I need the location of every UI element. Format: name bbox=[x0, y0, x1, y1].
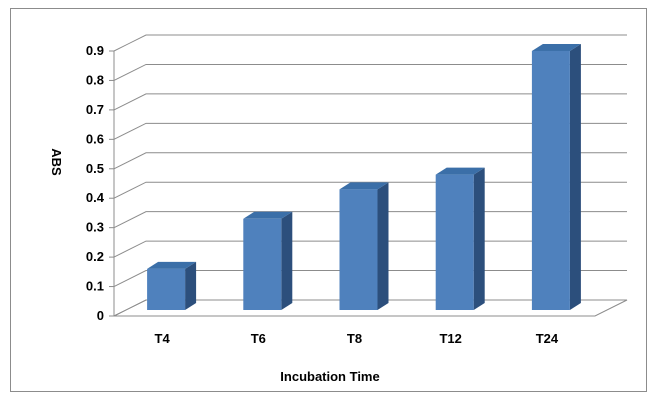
bar bbox=[339, 182, 389, 310]
bar-side bbox=[569, 43, 581, 310]
bar-top bbox=[147, 261, 197, 269]
y-tick-label: 0.2 bbox=[86, 249, 104, 264]
bar-front bbox=[339, 189, 378, 310]
x-tick-label: T6 bbox=[251, 331, 266, 346]
y-tick-label: 0.7 bbox=[86, 102, 104, 117]
bar-side bbox=[185, 261, 197, 310]
bar-front bbox=[531, 50, 570, 310]
bar bbox=[147, 261, 197, 310]
bar-top bbox=[243, 211, 293, 219]
bar-side bbox=[473, 167, 485, 310]
y-tick-label: 0.8 bbox=[86, 72, 104, 87]
y-tick-label: 0.6 bbox=[86, 131, 104, 146]
bar-top bbox=[435, 167, 485, 175]
gridline bbox=[113, 34, 627, 52]
x-axis-title: Incubation Time bbox=[280, 369, 379, 384]
gridline bbox=[113, 63, 627, 81]
y-tick-label: 0.5 bbox=[86, 161, 104, 176]
y-tick-labels: 0 0.1 0.2 0.3 0.4 0.5 0.6 0.7 0.8 0.9 bbox=[86, 43, 105, 323]
y-tick-label: 0.4 bbox=[86, 190, 105, 205]
gridline bbox=[113, 152, 627, 170]
y-tick-label: 0.3 bbox=[86, 220, 104, 235]
bar-side bbox=[281, 211, 293, 310]
y-tick-label: 0.1 bbox=[86, 279, 104, 294]
x-tick-labels: T4 T6 T8 T12 T24 bbox=[155, 331, 559, 346]
bar-front bbox=[435, 174, 474, 310]
y-tick-label: 0 bbox=[97, 308, 104, 323]
x-tick-label: T8 bbox=[347, 331, 362, 346]
bar bbox=[531, 43, 581, 310]
bar-side bbox=[377, 182, 389, 310]
y-tick-label: 0.9 bbox=[86, 43, 104, 58]
x-tick-label: T12 bbox=[439, 331, 461, 346]
bar-top bbox=[531, 43, 581, 51]
bar-top bbox=[339, 182, 389, 190]
gridline bbox=[113, 122, 627, 140]
y-axis-title: ABS bbox=[49, 148, 64, 176]
x-tick-label: T4 bbox=[155, 331, 171, 346]
bar-front bbox=[147, 268, 186, 310]
x-tick-label: T24 bbox=[536, 331, 559, 346]
gridline bbox=[113, 93, 627, 111]
bar bbox=[435, 167, 485, 310]
bar bbox=[243, 211, 293, 310]
bar-front bbox=[243, 218, 282, 310]
bars bbox=[147, 43, 581, 310]
